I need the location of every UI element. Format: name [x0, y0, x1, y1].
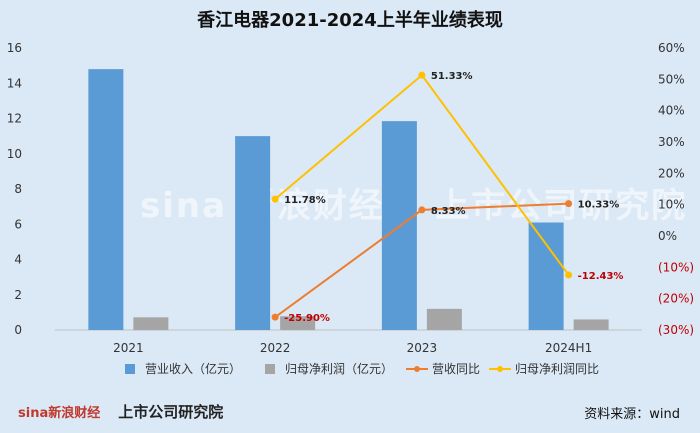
- y-left-tick-label: 6: [14, 217, 22, 231]
- revenue-yoy-point: [418, 206, 426, 214]
- x-tick-label: 2023: [407, 341, 438, 355]
- revenue-yoy-line: [274, 202, 569, 318]
- legend-label: 归母净利润同比: [515, 362, 599, 376]
- x-tick-label: 2024H1: [545, 341, 592, 355]
- y-left-tick-label: 0: [14, 323, 22, 337]
- y-right-tick-label: (20%): [658, 292, 694, 306]
- revenue-yoy-point: [271, 313, 279, 321]
- bar-net-profit: [573, 319, 609, 330]
- revenue-yoy-point: [565, 200, 573, 208]
- y-right-tick-label: 60%: [658, 41, 685, 55]
- x-tick-label: 2022: [260, 341, 291, 355]
- y-right-tick-label: (30%): [658, 323, 694, 337]
- institute-logo: 上市公司研究院: [118, 403, 224, 421]
- y-left-tick-label: 10: [7, 147, 22, 161]
- net-profit-yoy-data-label: -12.43%: [578, 271, 624, 282]
- y-left-tick-label: 8: [14, 182, 22, 196]
- legend-swatch-marker: [497, 366, 503, 372]
- revenue-yoy-data-label: 10.33%: [578, 200, 620, 211]
- revenue-yoy-data-label: 8.33%: [431, 206, 466, 217]
- y-right-tick-label: 20%: [658, 166, 685, 180]
- bar-revenue: [235, 136, 271, 330]
- legend-swatch: [125, 364, 135, 374]
- chart-title: 香江电器2021-2024上半年业绩表现: [197, 10, 503, 31]
- watermark-right: 上市公司研究院: [435, 186, 688, 226]
- y-left-tick-label: 12: [7, 112, 22, 126]
- legend-swatch-marker: [414, 366, 420, 372]
- data-source: 资料来源：wind: [584, 407, 680, 422]
- x-tick-label: 2021: [113, 341, 144, 355]
- legend-label: 营收同比: [432, 362, 480, 376]
- net-profit-yoy-point: [271, 195, 279, 203]
- legend-label: 营业收入（亿元）: [145, 361, 241, 376]
- y-right-tick-label: 50%: [658, 72, 685, 86]
- bar-net-profit: [426, 308, 462, 330]
- legend-swatch: [265, 364, 275, 374]
- net-profit-yoy-data-label: 51.33%: [431, 71, 473, 82]
- y-left-tick-label: 16: [7, 41, 22, 55]
- y-right-tick-label: 30%: [658, 135, 685, 149]
- bar-net-profit: [133, 317, 169, 330]
- y-right-tick-label: 0%: [658, 229, 677, 243]
- net-profit-yoy-point: [565, 271, 573, 279]
- revenue-yoy-data-label: -25.90%: [284, 313, 330, 324]
- y-left-tick-label: 4: [14, 253, 22, 267]
- bar-net-profit: [280, 316, 316, 330]
- legend-label: 归母净利润（亿元）: [285, 361, 393, 376]
- y-right-tick-label: (10%): [658, 260, 694, 274]
- bar-revenue: [88, 69, 124, 331]
- net-profit-yoy-point: [418, 71, 426, 79]
- y-right-tick-label: 10%: [658, 198, 685, 212]
- footer-logo: sina新浪财经 上市公司研究院: [18, 401, 223, 422]
- net-profit-yoy-data-label: 11.78%: [284, 195, 326, 206]
- y-left-tick-label: 2: [14, 288, 22, 302]
- bar-revenue: [528, 222, 564, 330]
- net-profit-yoy-line: [274, 73, 570, 276]
- y-right-tick-label: 40%: [658, 104, 685, 118]
- sina-logo: sina新浪财经: [18, 406, 101, 421]
- y-left-tick-label: 14: [7, 76, 22, 90]
